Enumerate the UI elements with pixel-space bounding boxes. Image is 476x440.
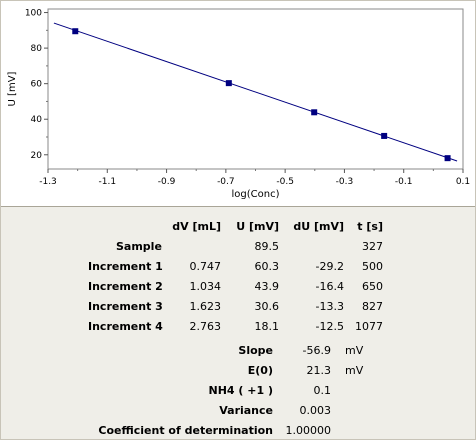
stat-value: 1.00000 [285,424,332,437]
row-label: Increment 2 [88,280,163,293]
x-tick-label: -0.3 [336,177,354,187]
y-tick-label: 60 [31,80,43,90]
x-tick-label: -1.3 [39,177,57,187]
data-point [381,132,388,139]
stat-label: Coefficient of determination [98,424,273,437]
cell-dv: 1.034 [189,280,222,293]
row-label: Increment 4 [88,320,163,333]
results-panel: dV [mL] U [mV] dU [mV] t [s] Sample 89.5… [1,207,475,439]
regression-line [53,22,458,162]
x-tick-label: 0.1 [456,177,470,187]
cell-u: 89.5 [254,240,280,253]
stat-label: Slope [238,344,273,357]
cell-dv: 2.763 [189,320,222,333]
divider [1,206,475,207]
cell-t: 1077 [355,320,383,333]
header-du: dU [mV] [293,220,344,233]
x-axis-label: log(Conc) [232,189,280,200]
y-tick-label: 20 [31,151,43,161]
row-label: Increment 3 [88,300,163,313]
y-tick-label: 100 [25,9,42,19]
cell-u: 30.6 [254,300,280,313]
stat-label: E(0) [247,364,273,377]
header-t: t [s] [357,220,383,233]
data-point [72,28,79,35]
cell-u: 60.3 [254,260,280,273]
stat-label: NH4 ( +1 ) [208,384,273,397]
cell-dv: 1.623 [189,300,222,313]
x-tick-label: -0.5 [276,177,294,187]
stat-label: Variance [219,404,273,417]
stat-value: 0.003 [299,404,332,417]
row-label: Sample [116,240,162,253]
x-tick-label: -1.1 [99,177,117,187]
cell-t: 327 [362,240,383,253]
plot-frame [47,8,464,170]
header-u: U [mV] [236,220,279,233]
stat-value: -56.9 [302,344,331,357]
stat-unit: mV [345,364,364,377]
y-tick-label: 40 [31,115,43,125]
cell-u: 43.9 [254,280,280,293]
stat-value: 0.1 [313,384,332,397]
cell-du: -12.5 [315,320,344,333]
y-tick-label: 80 [31,44,43,54]
data-point [311,109,318,116]
x-tick-label: -0.9 [158,177,176,187]
data-point [444,155,451,162]
chart-svg: -1.3 -1.1 -0.9 -0.7 -0.5 -0.3 -0.1 0.1 20 40 60 80 1… [7,8,470,200]
y-axis-label: U [mV] [7,71,18,106]
data-point [225,80,232,87]
cell-du: -29.2 [315,260,344,273]
cell-du: -16.4 [315,280,344,293]
cell-t: 827 [362,300,383,313]
cell-u: 18.1 [254,320,280,333]
cell-t: 650 [362,280,383,293]
cell-du: -13.3 [315,300,344,313]
stat-value: 21.3 [306,364,332,377]
row-label: Increment 1 [88,260,163,273]
stat-unit: mV [345,344,364,357]
header-dv: dV [mL] [172,220,221,233]
x-tick-label: -0.1 [395,177,413,187]
x-tick-label: -0.7 [217,177,235,187]
calibration-chart: -1.3 -1.1 -0.9 -0.7 -0.5 -0.3 -0.1 0.1 20 40 60 80 1… [1,1,475,206]
cell-dv: 0.747 [189,260,222,273]
cell-t: 500 [362,260,383,273]
